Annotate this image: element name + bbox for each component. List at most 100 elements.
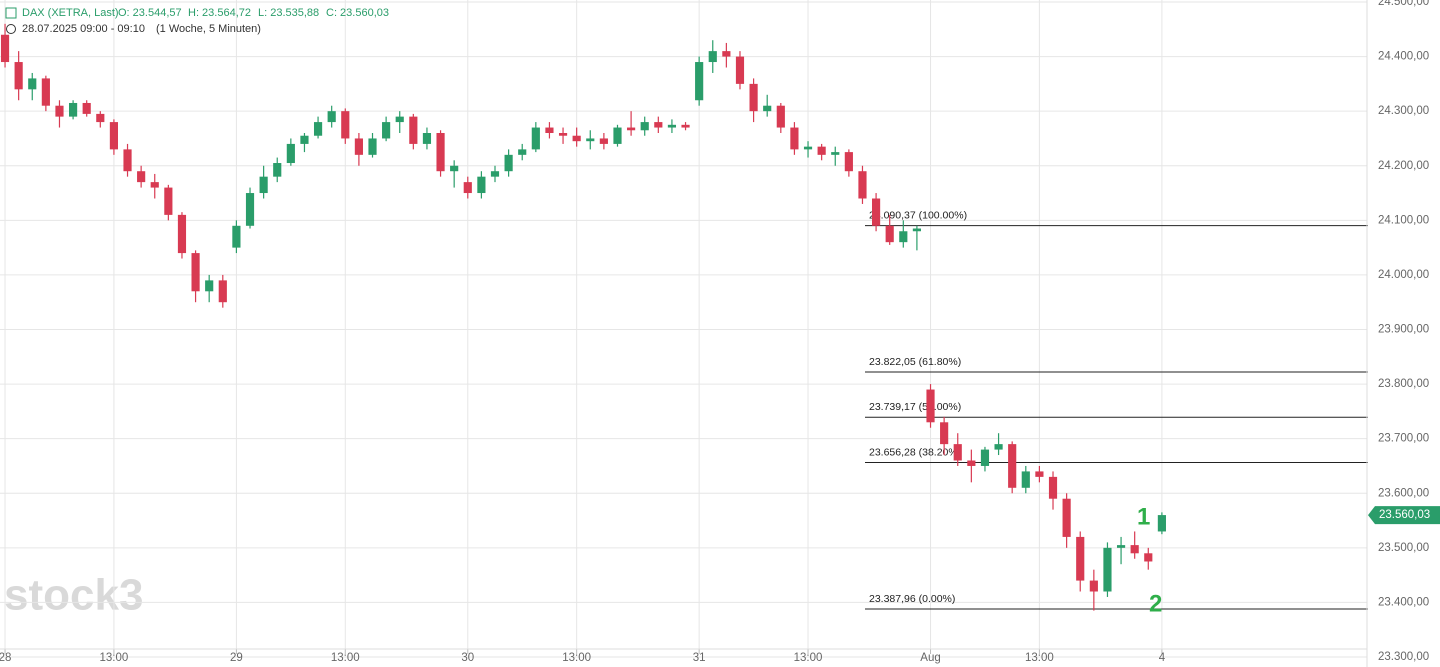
candle-body xyxy=(422,133,432,144)
candle-body xyxy=(980,449,990,466)
y-tick-label: 23.500,00 xyxy=(1378,542,1429,554)
candle-body xyxy=(69,102,78,117)
ohlc-close: C: 23.560,03 xyxy=(326,7,389,19)
candle-body xyxy=(137,171,146,183)
x-tick-label: Aug xyxy=(920,652,940,664)
x-tick-label: 29 xyxy=(230,652,243,664)
x-tick-label: 28 xyxy=(0,652,11,664)
candle-body xyxy=(218,280,227,303)
candle-body xyxy=(313,122,323,136)
candle-body xyxy=(953,444,962,461)
candle-body xyxy=(681,124,690,128)
candle-body xyxy=(450,165,459,172)
candle-body xyxy=(232,225,241,248)
candle-body xyxy=(940,422,949,445)
fib-label: 23.387,96 (0.00%) xyxy=(869,593,955,605)
candle-body xyxy=(735,56,745,84)
candle-body xyxy=(504,154,513,172)
annotation: 2 xyxy=(1149,590,1162,617)
x-tick-label: 31 xyxy=(693,652,706,664)
y-tick-label: 23.700,00 xyxy=(1378,433,1429,445)
y-tick-label: 24.000,00 xyxy=(1378,269,1429,281)
candle-body xyxy=(695,62,704,101)
candle-body xyxy=(1048,476,1058,499)
candle-body xyxy=(490,171,500,177)
candle-body xyxy=(463,182,472,194)
candles xyxy=(0,23,1166,611)
candle-body xyxy=(858,171,867,199)
candle-body xyxy=(803,146,813,150)
candle-body xyxy=(613,127,622,144)
ohlc-open: O: 23.544,57 xyxy=(118,7,182,19)
candle-body xyxy=(409,116,418,144)
candle-body xyxy=(164,187,173,215)
y-tick-label: 23.800,00 xyxy=(1378,378,1429,390)
candle-body xyxy=(41,78,50,106)
candle-body xyxy=(586,138,595,142)
candle-body xyxy=(708,51,717,63)
candle-body xyxy=(640,122,649,131)
x-tick-label: 13:00 xyxy=(100,652,129,664)
candle-body xyxy=(531,127,540,150)
candle-body xyxy=(1021,471,1030,488)
y-tick-label: 24.500,00 xyxy=(1378,0,1429,8)
fib-label: 23.822,05 (61.80%) xyxy=(869,356,961,368)
y-tick-label: 24.300,00 xyxy=(1378,105,1429,117)
candle-body xyxy=(55,105,64,117)
candle-body xyxy=(395,116,404,123)
candle-body xyxy=(14,62,23,90)
annotation: 1 xyxy=(1137,503,1150,530)
candle-body xyxy=(776,105,785,128)
candle-body xyxy=(1062,498,1071,537)
candle-body xyxy=(872,198,881,226)
candle-body xyxy=(926,389,935,423)
x-tick-label: 13:00 xyxy=(1025,652,1054,664)
candle-body xyxy=(0,34,10,63)
candle-body xyxy=(150,182,159,188)
fib-label: 24.090,37 (100.00%) xyxy=(869,209,967,221)
fib-label: 23.739,17 (50.00%) xyxy=(869,401,961,413)
last-price-tag xyxy=(1368,506,1440,525)
candle-body xyxy=(912,228,921,232)
candle-body xyxy=(205,280,214,292)
candle-body xyxy=(831,152,840,155)
clock-icon xyxy=(6,24,16,34)
candle-body xyxy=(1116,545,1126,548)
y-tick-label: 24.100,00 xyxy=(1378,214,1429,226)
y-tick-label: 23.400,00 xyxy=(1378,596,1429,608)
candle-body xyxy=(627,127,636,131)
ohlc-high: H: 23.564,72 xyxy=(188,7,251,19)
candle-body xyxy=(572,135,581,142)
candle-body xyxy=(354,138,363,155)
candle-body xyxy=(722,51,731,57)
candle-body xyxy=(1144,553,1153,562)
watermark: stock3 xyxy=(4,571,143,620)
candle-body xyxy=(177,214,187,254)
candle-body xyxy=(259,176,268,194)
candle-body xyxy=(382,122,391,139)
candle-body xyxy=(436,133,445,172)
x-tick-label: 30 xyxy=(461,652,474,664)
candle-body xyxy=(994,444,1003,450)
candle-body xyxy=(1157,515,1166,532)
candle-body xyxy=(300,135,309,144)
title: DAX (XETRA, Last) xyxy=(22,7,119,19)
y-tick-label: 23.300,00 xyxy=(1378,651,1429,663)
last-price-label: 23.560,03 xyxy=(1379,509,1430,521)
candle-body xyxy=(1103,547,1112,592)
x-tick-label: 13:00 xyxy=(331,652,360,664)
candle-body xyxy=(790,127,799,150)
candle-body xyxy=(341,111,350,139)
candle-body xyxy=(749,83,758,112)
candle-body xyxy=(123,149,132,172)
candle-body xyxy=(558,133,568,136)
candle-body xyxy=(245,193,255,226)
candle-body xyxy=(191,253,200,292)
candle-body xyxy=(28,78,37,90)
y-tick-label: 23.600,00 xyxy=(1378,487,1429,499)
candle-body xyxy=(844,152,853,172)
candle-body xyxy=(273,163,282,177)
y-tick-label: 24.400,00 xyxy=(1378,51,1429,63)
candle-body xyxy=(1130,545,1139,554)
icon xyxy=(5,7,17,19)
